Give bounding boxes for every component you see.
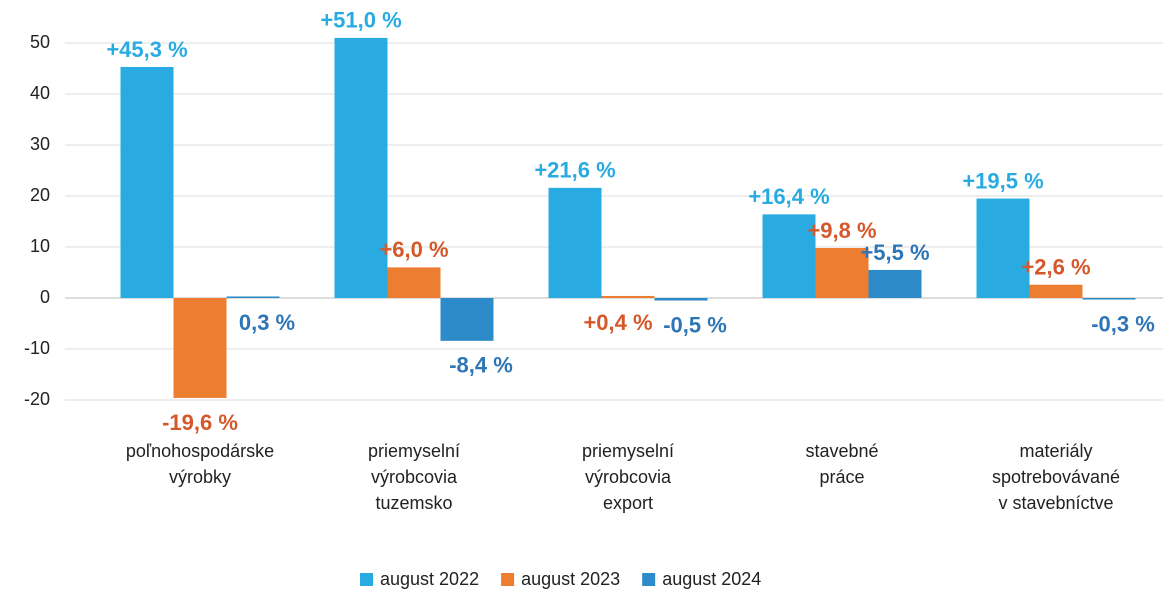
x-tick-label: poľnohospodárske výrobky: [126, 441, 274, 487]
legend-swatch: [501, 573, 515, 586]
value-label: +51,0 %: [320, 8, 401, 33]
bar: [654, 298, 708, 301]
bar: [1029, 284, 1083, 298]
legend-label: august 2023: [521, 569, 620, 589]
value-label: 0,3 %: [239, 310, 295, 335]
legend-label: august 2022: [380, 569, 479, 589]
y-tick-label: -10: [24, 338, 50, 358]
x-tick-line: priemyselní: [582, 441, 674, 461]
x-tick-line: materiály: [1019, 441, 1092, 461]
bar: [334, 37, 388, 299]
bar: [976, 198, 1030, 298]
legend-swatch: [360, 573, 373, 586]
x-tick-line: tuzemsko: [375, 493, 452, 513]
value-label: +6,0 %: [379, 237, 448, 262]
value-label: +19,5 %: [962, 168, 1043, 193]
value-label: -0,5 %: [663, 312, 727, 337]
value-label: +45,3 %: [106, 37, 187, 62]
value-label: -0,3 %: [1091, 311, 1155, 336]
value-label: +2,6 %: [1021, 255, 1090, 280]
bar: [120, 66, 174, 298]
value-label: +0,4 %: [583, 310, 652, 335]
bar: [548, 187, 602, 298]
value-label: -8,4 %: [449, 353, 513, 378]
bar: [173, 298, 227, 398]
x-tick-label: materiály spotrebovávané v stavebníctve: [992, 441, 1120, 513]
bar: [226, 296, 280, 298]
bar: [1082, 298, 1136, 300]
x-tick-line: výrobcovia: [371, 467, 458, 487]
x-tick-line: spotrebovávané: [992, 467, 1120, 487]
value-label: -19,6 %: [162, 410, 238, 435]
x-tick-line: výrobky: [169, 467, 231, 487]
x-tick-line: poľnohospodárske: [126, 441, 274, 461]
y-tick-label: -20: [24, 389, 50, 409]
bar: [815, 248, 869, 298]
legend-swatch: [642, 573, 656, 586]
y-tick-label: 0: [40, 287, 50, 307]
y-tick-label: 40: [30, 83, 50, 103]
x-tick-line: výrobcovia: [585, 467, 672, 487]
x-tick-line: priemyselní: [368, 441, 460, 461]
bar: [440, 298, 494, 341]
bar: [762, 214, 816, 298]
value-label: +9,8 %: [807, 218, 876, 243]
bar: [601, 295, 655, 298]
x-tick-line: v stavebníctve: [998, 493, 1113, 513]
y-tick-label: 30: [30, 134, 50, 154]
y-tick-label: 50: [30, 32, 50, 52]
value-label: +21,6 %: [534, 158, 615, 183]
value-label: +5,5 %: [860, 240, 929, 265]
y-tick-label: 10: [30, 236, 50, 256]
x-tick-label: priemyselní výrobcovia tuzemsko: [368, 441, 460, 513]
x-tick-label: priemyselní výrobcovia export: [582, 441, 674, 513]
x-tick-line: export: [603, 493, 653, 513]
bar: [387, 267, 441, 298]
x-tick-line: stavebné: [805, 441, 878, 461]
value-label: +16,4 %: [748, 184, 829, 209]
legend-label: august 2024: [662, 569, 761, 589]
x-tick-label: stavebné práce: [805, 441, 878, 487]
bar: [868, 269, 922, 298]
x-tick-line: práce: [819, 467, 864, 487]
y-tick-label: 20: [30, 185, 50, 205]
